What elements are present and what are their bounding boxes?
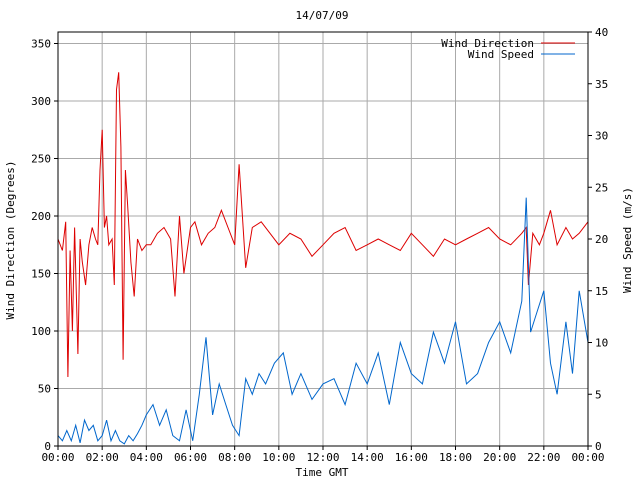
wind-speed-line [57, 197, 589, 445]
wind-speed-legend-label: Wind Speed [468, 48, 534, 61]
left-tick-label: 150 [31, 268, 51, 281]
x-tick-label: 10:00 [262, 451, 295, 464]
x-axis-label: Time GMT [296, 466, 349, 479]
right-tick-label: 25 [595, 181, 608, 194]
right-tick-label: 10 [595, 337, 608, 350]
right-tick-label: 30 [595, 130, 608, 143]
grid-lines [58, 32, 588, 446]
x-tick-label: 20:00 [483, 451, 516, 464]
x-axis-ticks: 00:00 02:00 04:00 06:00 08:00 10:00 12:00 14:00… [41, 446, 605, 464]
left-tick-label: 100 [31, 325, 51, 338]
right-axis-label: Wind Speed (m/s) [621, 187, 634, 293]
x-tick-label: 08:00 [218, 451, 251, 464]
right-tick-label: 5 [595, 388, 602, 401]
right-tick-label: 0 [595, 440, 602, 453]
x-tick-label: 04:00 [130, 451, 163, 464]
left-axis-ticks: 0 50 100 150 200 250 300 350 [31, 38, 58, 453]
left-tick-label: 250 [31, 153, 51, 166]
left-tick-label: 0 [44, 440, 51, 453]
series-layer [57, 72, 589, 445]
x-tick-label: 00:00 [41, 451, 74, 464]
chart-title: 14/07/09 [296, 9, 349, 22]
wind-direction-legend-label: Wind Direction [441, 37, 534, 50]
left-tick-label: 50 [38, 383, 51, 396]
left-tick-label: 350 [31, 38, 51, 51]
x-tick-label: 22:00 [527, 451, 560, 464]
x-tick-label: 02:00 [86, 451, 119, 464]
right-tick-label: 35 [595, 78, 608, 91]
x-tick-label: 16:00 [395, 451, 428, 464]
x-tick-label: 00:00 [571, 451, 604, 464]
right-tick-label: 20 [595, 233, 608, 246]
x-tick-label: 06:00 [174, 451, 207, 464]
right-tick-label: 15 [595, 285, 608, 298]
left-tick-label: 200 [31, 210, 51, 223]
x-tick-label: 18:00 [439, 451, 472, 464]
wind-direction-line [57, 72, 589, 378]
right-tick-label: 40 [595, 26, 608, 39]
x-tick-label: 14:00 [351, 451, 384, 464]
right-axis-ticks: 0 5 10 15 20 25 30 35 40 [588, 26, 608, 453]
x-tick-label: 12:00 [306, 451, 339, 464]
left-tick-label: 300 [31, 95, 51, 108]
left-axis-label: Wind Direction (Degrees) [4, 161, 17, 320]
